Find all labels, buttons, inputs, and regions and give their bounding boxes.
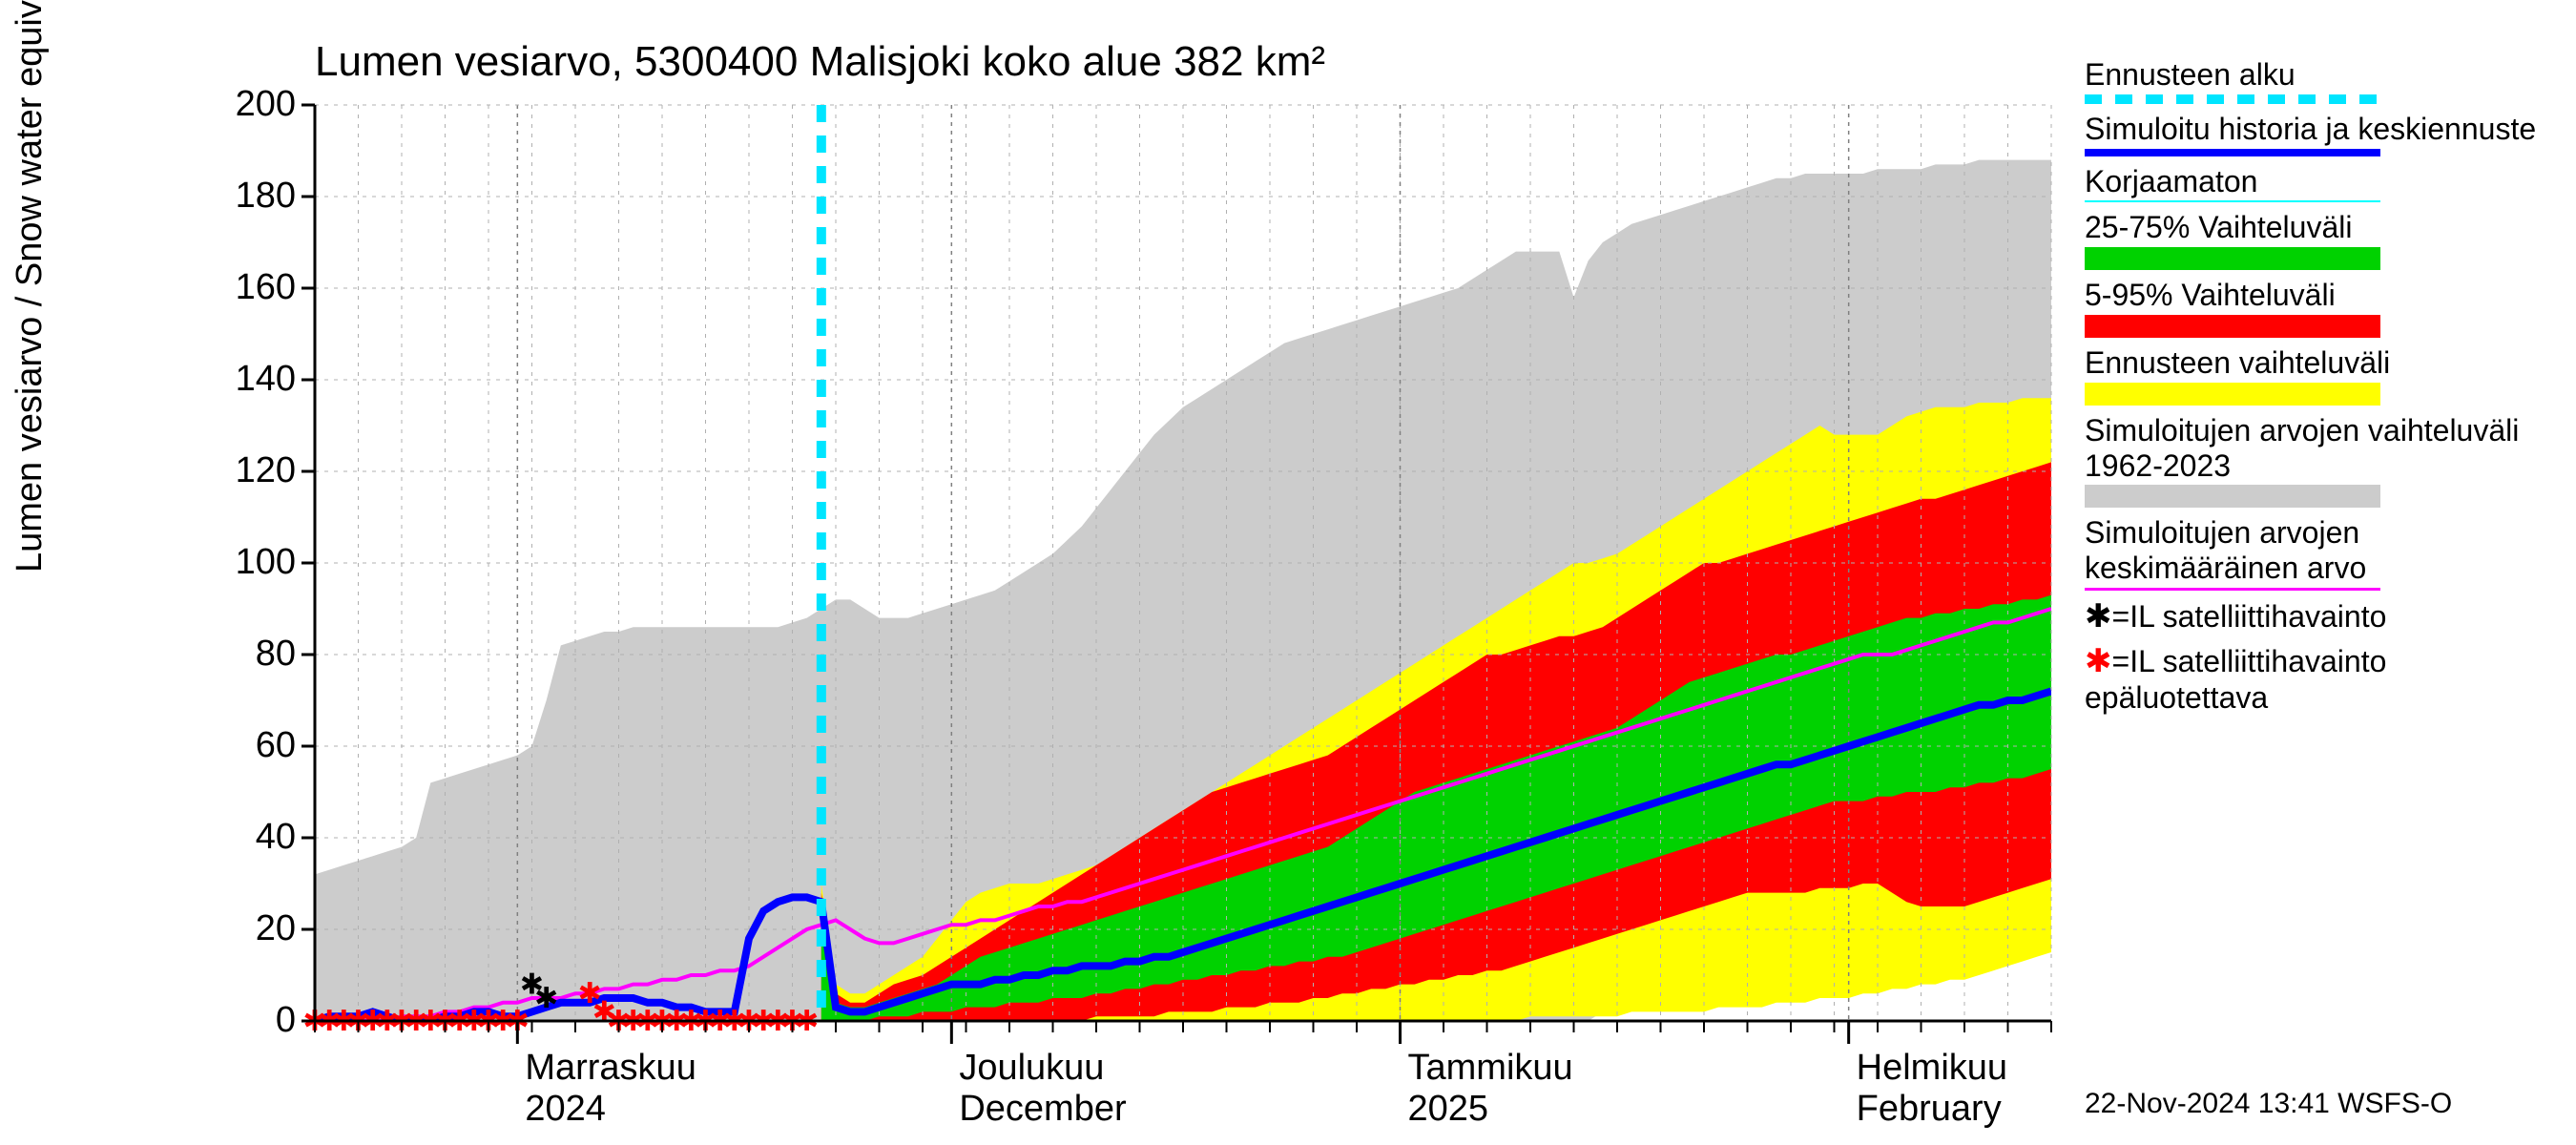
legend-swatch — [2085, 485, 2380, 508]
legend-entry: 25-75% Vaihteluväli — [2085, 210, 2562, 270]
obs-ok-marker: ✱ — [534, 983, 558, 1014]
legend-swatch — [2085, 383, 2380, 406]
legend-entry: ✱=IL satelliittihavainto epäluotettava — [2085, 643, 2562, 716]
legend-entry: Ennusteen alku — [2085, 57, 2562, 104]
x-tick-label: HelmikuuFebruary — [1857, 1048, 2007, 1130]
y-tick-label: 20 — [210, 908, 296, 949]
legend-label: Simuloitu historia ja keskiennuste — [2085, 112, 2562, 147]
legend-label: =IL satelliittihavainto epäluotettava — [2085, 644, 2386, 715]
legend-marker-row: ✱=IL satelliittihavainto — [2085, 598, 2562, 635]
legend-swatch — [2085, 94, 2380, 104]
y-tick-label: 0 — [210, 1000, 296, 1041]
legend-swatch — [2085, 315, 2380, 338]
x-tick-label: Marraskuu2024 — [525, 1048, 696, 1130]
legend-entry: ✱=IL satelliittihavainto — [2085, 598, 2562, 635]
legend: Ennusteen alku Simuloitu historia ja kesk… — [2085, 57, 2562, 723]
legend-marker-icon: ✱ — [2085, 598, 2112, 635]
timestamp: 22-Nov-2024 13:41 WSFS-O — [2085, 1088, 2452, 1120]
legend-label: Ennusteen alku — [2085, 57, 2562, 93]
legend-label: 5-95% Vaihteluväli — [2085, 278, 2562, 313]
y-tick-label: 40 — [210, 817, 296, 858]
y-tick-label: 140 — [210, 359, 296, 400]
y-tick-label: 80 — [210, 634, 296, 675]
legend-entry: Simuloitujen arvojen vaihteluväli 1962-2… — [2085, 413, 2562, 509]
legend-swatch — [2085, 247, 2380, 270]
legend-label: Korjaamaton — [2085, 164, 2562, 199]
y-tick-label: 100 — [210, 542, 296, 583]
legend-marker-row: ✱=IL satelliittihavainto epäluotettava — [2085, 643, 2562, 716]
legend-entry: Korjaamaton — [2085, 164, 2562, 203]
legend-label: Ennusteen vaihteluväli — [2085, 345, 2562, 381]
legend-entry: 5-95% Vaihteluväli — [2085, 278, 2562, 338]
legend-entry: Ennusteen vaihteluväli — [2085, 345, 2562, 406]
legend-swatch — [2085, 588, 2380, 591]
y-tick-label: 160 — [210, 267, 296, 308]
legend-swatch — [2085, 200, 2380, 202]
legend-marker-icon: ✱ — [2085, 643, 2112, 679]
legend-label: =IL satelliittihavainto — [2112, 599, 2387, 634]
legend-label: Simuloitujen arvojen vaihteluväli 1962-2… — [2085, 413, 2562, 484]
y-tick-label: 200 — [210, 84, 296, 125]
legend-entry: Simuloitujen arvojen keskimääräinen arvo — [2085, 515, 2562, 591]
legend-swatch — [2085, 149, 2380, 156]
y-tick-label: 120 — [210, 450, 296, 491]
x-tick-label: Tammikuu2025 — [1408, 1048, 1573, 1130]
chart-root: Lumen vesiarvo / Snow water equiv. mm Lu… — [0, 0, 2576, 1145]
x-tick-label: JoulukuuDecember — [959, 1048, 1126, 1130]
y-tick-label: 180 — [210, 176, 296, 217]
legend-entry: Simuloitu historia ja keskiennuste — [2085, 112, 2562, 156]
timestamp-text: 22-Nov-2024 13:41 WSFS-O — [2085, 1088, 2452, 1119]
legend-label: Simuloitujen arvojen keskimääräinen arvo — [2085, 515, 2562, 586]
y-tick-label: 60 — [210, 725, 296, 766]
legend-label: 25-75% Vaihteluväli — [2085, 210, 2562, 245]
